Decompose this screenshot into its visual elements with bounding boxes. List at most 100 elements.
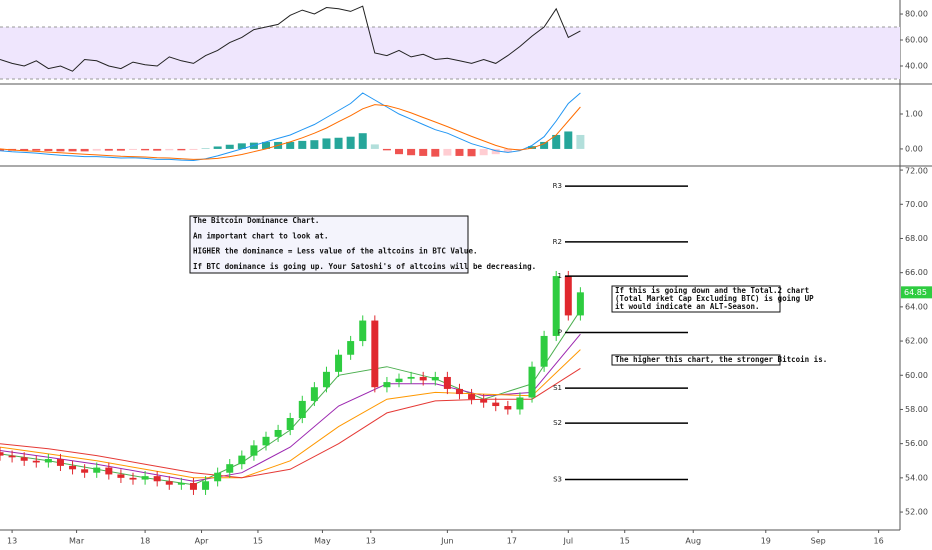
macd-histogram-bar <box>503 148 512 153</box>
pivot-label: R3 <box>553 182 562 190</box>
x-tick-label: 13 <box>7 537 17 546</box>
y-tick-label: 56.00 <box>905 439 928 448</box>
rsi-band <box>0 27 900 79</box>
macd-histogram-bar <box>129 148 138 150</box>
annotation-text: If this is going down and the Total.2 ch… <box>615 286 809 295</box>
y-tick-label: 68.00 <box>905 234 928 243</box>
candle-body <box>81 469 89 473</box>
y-tick-label: 80.00 <box>905 10 928 19</box>
y-tick-label: 66.00 <box>905 268 928 277</box>
rsi-line <box>0 5 581 72</box>
last-price-badge <box>901 286 932 299</box>
y-tick-label: 1.00 <box>905 109 923 118</box>
macd-histogram-bar <box>141 148 150 151</box>
pivot-label: R2 <box>553 238 562 246</box>
candle-body <box>492 402 500 407</box>
annotation-text: An important chart to look at. <box>193 231 328 240</box>
x-tick-label: 19 <box>761 537 771 546</box>
candle-body <box>56 459 64 466</box>
x-tick-label: 16 <box>874 537 884 546</box>
y-tick-label: 52.00 <box>905 508 928 517</box>
y-tick-label: 60.00 <box>905 36 928 45</box>
macd-histogram-bar <box>443 148 452 156</box>
x-tick-label: 15 <box>253 537 263 546</box>
pivot-label: S1 <box>553 384 562 392</box>
macd-histogram-bar <box>491 148 500 155</box>
candle-body <box>189 482 197 490</box>
macd-line <box>0 104 581 160</box>
macd-histogram-bar <box>56 148 65 152</box>
candle-body <box>322 371 330 388</box>
candle-body <box>371 320 379 388</box>
x-tick-label: 18 <box>140 537 150 546</box>
candle-body <box>165 481 173 485</box>
macd-histogram-bar <box>32 148 41 151</box>
panel <box>0 5 900 80</box>
x-tick-label: May <box>314 537 331 546</box>
candle-body <box>431 376 439 381</box>
y-tick-label: 70.00 <box>905 200 928 209</box>
candle-body <box>407 376 415 379</box>
x-tick-label: Jul <box>562 537 573 546</box>
y-tick-label: 72.00 <box>905 167 928 176</box>
pivot-label: 1 <box>558 272 562 280</box>
annotation-text: If BTC dominance is going up. Your Satos… <box>193 262 536 271</box>
x-tick-label: Sep <box>811 537 826 546</box>
macd-histogram-bar <box>104 148 113 151</box>
panel <box>0 270 584 495</box>
macd-histogram-bar <box>237 143 246 149</box>
annotation-text: (Total Market Cap Excluding BTC) is goin… <box>615 294 814 303</box>
y-tick-label: 60.00 <box>905 371 928 380</box>
annotation: The higher this chart, the stronger Bitc… <box>611 354 827 366</box>
macd-histogram-bar <box>153 148 162 151</box>
x-tick-label: Aug <box>685 537 701 546</box>
macd-histogram-bar <box>92 148 101 151</box>
macd-histogram-bar <box>564 131 573 149</box>
x-tick-label: 17 <box>507 537 517 546</box>
macd-histogram-bar <box>455 148 464 156</box>
candle-body <box>0 452 4 456</box>
pivot-label: P <box>558 329 562 337</box>
macd-histogram-bar <box>515 148 524 150</box>
macd-histogram-bar <box>382 148 391 151</box>
candle-body <box>262 436 270 446</box>
candle-body <box>226 464 234 473</box>
macd-histogram-bar <box>552 134 561 149</box>
annotation: The Bitcoin Dominance Chart. An important… <box>189 215 536 274</box>
candle-body <box>504 406 512 410</box>
candle-body <box>8 455 16 458</box>
macd-histogram-bar <box>576 134 585 149</box>
annotation-text: The higher this chart, the stronger Bitc… <box>615 355 827 364</box>
macd-histogram-bar <box>80 148 89 152</box>
x-tick-label: Apr <box>195 537 210 546</box>
moving-average <box>0 310 581 486</box>
x-tick-label: 15 <box>620 537 630 546</box>
candle-body <box>540 335 548 367</box>
candle-body <box>516 397 524 410</box>
macd-histogram-bar <box>370 144 379 149</box>
macd-histogram-bar <box>528 146 537 149</box>
x-tick-label: 13 <box>366 537 376 546</box>
macd-histogram-bar <box>286 141 295 149</box>
candle-body <box>383 382 391 388</box>
annotation-text: it would indicate an ALT-Season. <box>615 302 760 311</box>
y-tick-label: 40.00 <box>905 61 928 70</box>
candle-body <box>286 418 294 430</box>
panel <box>0 92 585 162</box>
macd-histogram-bar <box>189 148 198 150</box>
annotation-text: The Bitcoin Dominance Chart. <box>193 216 319 225</box>
macd-histogram-bar <box>116 148 125 151</box>
y-tick-label: 64.00 <box>905 302 928 311</box>
y-tick-label: 0.00 <box>905 144 923 153</box>
candle-body <box>576 292 584 316</box>
candle-body <box>202 481 210 490</box>
annotation-box <box>611 285 781 313</box>
candle-body <box>250 445 258 456</box>
macd-histogram-bar <box>358 133 367 149</box>
macd-histogram-bar <box>0 148 4 151</box>
candle-body <box>468 394 476 400</box>
macd-histogram-bar <box>540 141 549 149</box>
macd-line <box>0 92 581 162</box>
candle-body <box>214 472 222 482</box>
candle-body <box>335 354 343 372</box>
